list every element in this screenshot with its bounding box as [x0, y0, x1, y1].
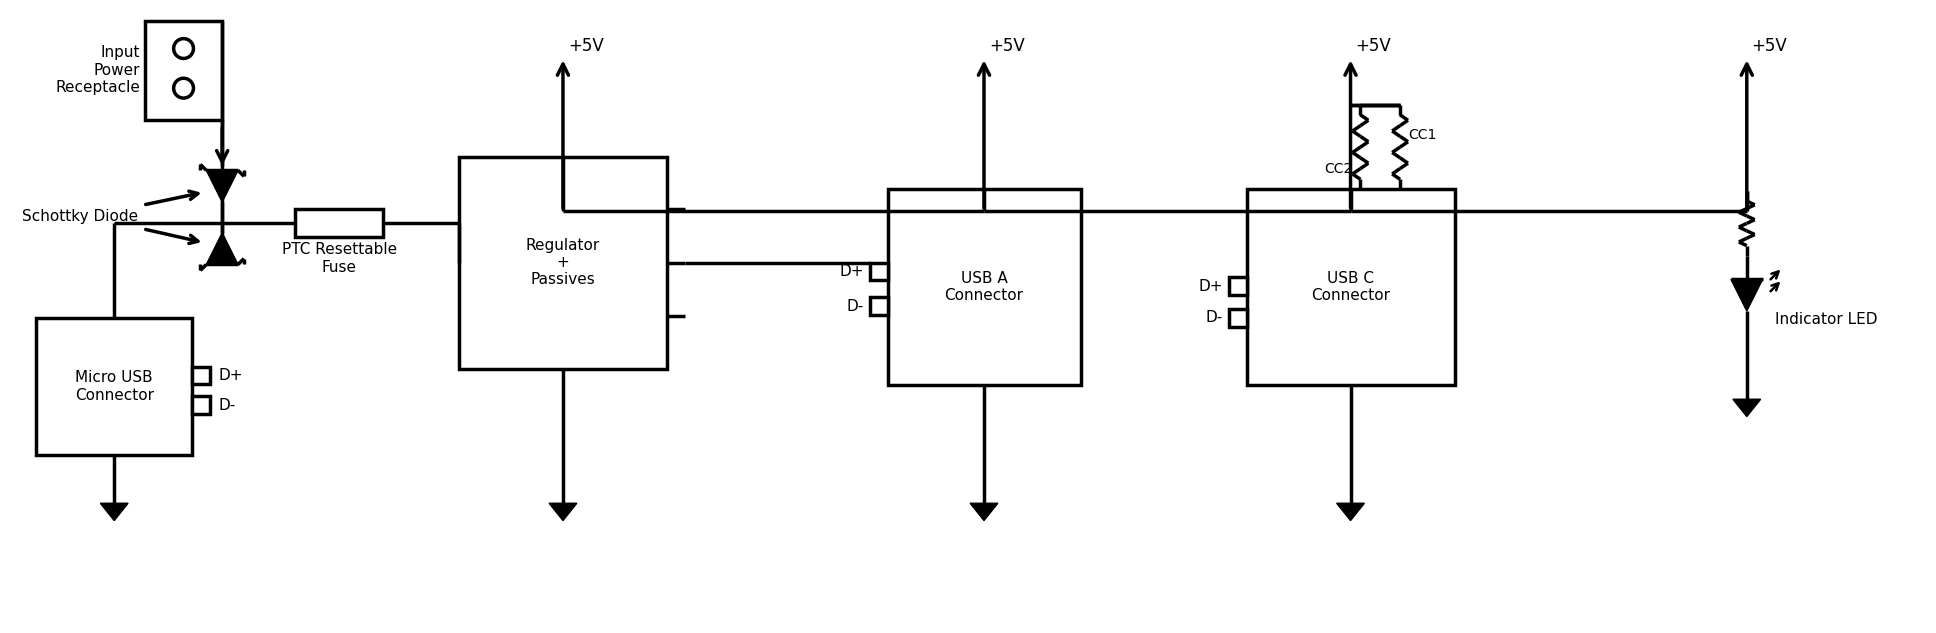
Text: +5V: +5V [989, 37, 1024, 54]
Text: Input
Power
Receptacle: Input Power Receptacle [54, 46, 139, 95]
Text: D-: D- [846, 299, 863, 313]
Text: Regulator
+
Passives: Regulator + Passives [527, 237, 600, 287]
Text: D-: D- [1206, 310, 1224, 325]
Polygon shape [1733, 399, 1760, 417]
Text: Micro USB
Connector: Micro USB Connector [76, 370, 153, 403]
Text: CC2: CC2 [1324, 163, 1353, 177]
Polygon shape [1336, 503, 1365, 520]
Polygon shape [207, 233, 238, 265]
Text: D+: D+ [219, 368, 242, 383]
Text: D+: D+ [840, 264, 863, 279]
Bar [37, 318, 192, 454]
Text: CC1: CC1 [1407, 128, 1437, 142]
Polygon shape [207, 170, 238, 202]
Bar [869, 297, 889, 315]
Text: D-: D- [219, 398, 236, 413]
Bar [869, 263, 889, 280]
Bar [1229, 309, 1247, 327]
Bar [1247, 189, 1454, 385]
Polygon shape [101, 503, 128, 520]
Bar [889, 189, 1080, 385]
Text: D+: D+ [1198, 279, 1224, 294]
Text: Indicator LED: Indicator LED [1775, 313, 1878, 327]
Bar [145, 21, 223, 120]
Bar [192, 396, 211, 414]
Bar [192, 367, 211, 384]
Text: +5V: +5V [567, 37, 604, 54]
Bar [459, 156, 668, 370]
Polygon shape [550, 503, 577, 520]
Bar [1229, 277, 1247, 295]
Bar [296, 209, 383, 237]
Text: Schottky Diode: Schottky Diode [21, 210, 137, 225]
Polygon shape [970, 503, 997, 520]
Text: USB C
Connector: USB C Connector [1311, 271, 1390, 303]
Text: USB A
Connector: USB A Connector [945, 271, 1024, 303]
Text: +5V: +5V [1355, 37, 1392, 54]
Text: +5V: +5V [1752, 37, 1787, 54]
Text: PTC Resettable
Fuse: PTC Resettable Fuse [281, 242, 397, 275]
Polygon shape [1731, 279, 1762, 311]
